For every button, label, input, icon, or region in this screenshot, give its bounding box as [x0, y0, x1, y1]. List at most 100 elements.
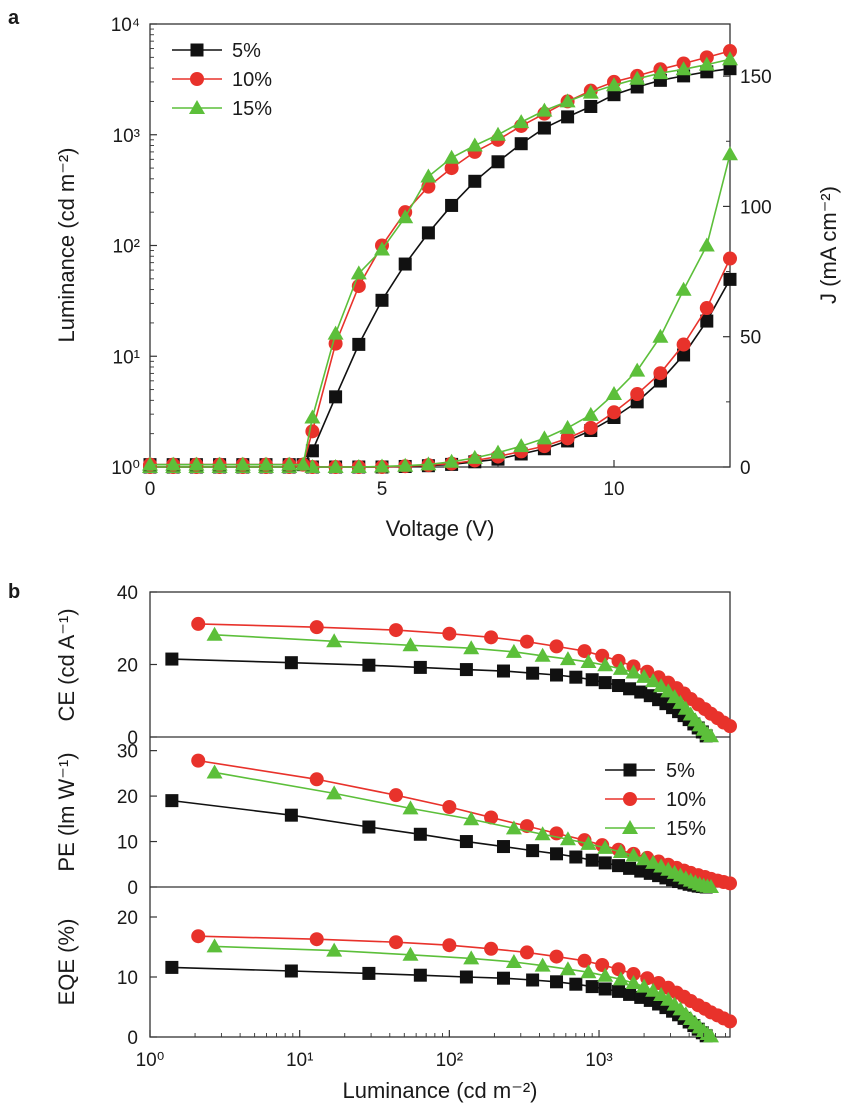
a-xtick-label-1: 5 [377, 479, 388, 500]
b1-5pct-point-11 [612, 859, 626, 873]
chart-marks: 0 5 1010⁰10¹10²10³10⁴0501001505%10%15%0204… [111, 15, 772, 1071]
b0-5pct-point-2 [362, 658, 376, 672]
b2-15pct-point-8 [597, 967, 614, 982]
a-rtick-label-2: 100 [740, 197, 772, 218]
b2-10pct-point-1 [309, 932, 324, 947]
a-lum-15pct-point-8 [304, 409, 321, 424]
a-j-15pct-point-19 [582, 406, 599, 421]
b2-10pct-point-4 [484, 941, 499, 956]
a-lum-15pct-point-20 [582, 84, 599, 99]
b0-ytick-label-2: 40 [117, 583, 138, 604]
a-lum-5pct-point-20 [584, 99, 598, 113]
a-j-10pct-point-18 [560, 431, 575, 446]
b2-10pct-point-8 [595, 958, 610, 972]
b0-15pct-point-1 [326, 633, 343, 648]
b0-15pct-point-2 [402, 637, 419, 652]
a-legend-label-2: 15% [232, 98, 272, 120]
b1-15pct-point-5 [534, 826, 551, 841]
a-j-15pct-point-17 [536, 430, 553, 445]
b2-ytick-label-1: 10 [117, 968, 138, 989]
a-lum-15pct-point-6 [281, 456, 298, 471]
b0-15pct-point-6 [559, 651, 576, 666]
b2-5pct-line [171, 966, 707, 1037]
b1-5pct-point-4 [459, 835, 473, 849]
panel-a-ylabel-right: J (mA cm⁻²) [816, 186, 841, 304]
b1-ytick-label-3: 30 [117, 742, 138, 763]
a-lum-15pct-point-14 [443, 149, 460, 164]
b0-10pct-point-6 [549, 639, 564, 654]
b2-5pct-point-1 [284, 964, 298, 978]
b0-15pct-point-11 [636, 668, 653, 683]
eqe-ylabel: EQE (%) [54, 919, 79, 1006]
a-legend-label-0: 5% [232, 40, 261, 62]
b2-10pct-point-0 [191, 929, 206, 944]
b2-10pct-point-6 [549, 949, 564, 964]
b0-15pct-point-9 [612, 660, 629, 675]
a-lum-5pct-point-21 [607, 88, 621, 102]
a-j-15pct-point-20 [606, 386, 622, 401]
b1-10pct-point-2 [388, 788, 403, 803]
a-lum-15pct-point-9 [327, 325, 344, 340]
b1-5pct-point-0 [165, 794, 179, 808]
b1-15pct-point-12 [645, 854, 662, 869]
b0-15pct-line [214, 633, 712, 737]
a-j-10pct-point-25 [723, 251, 737, 266]
b1-5pct-point-12 [623, 861, 637, 875]
b1-15pct-point-4 [505, 820, 522, 835]
b-legend-marker-2 [622, 820, 638, 834]
a-lum-15pct-point-2 [188, 456, 205, 471]
a-lum-15pct-point-15 [466, 137, 483, 152]
b1-5pct-point-8 [569, 850, 583, 864]
b0-15pct-point-8 [597, 657, 614, 672]
a-lum-15pct-point-12 [397, 209, 414, 224]
b2-5pct-point-8 [569, 977, 583, 991]
a-legend-label-1: 10% [232, 69, 272, 91]
b1-10pct-point-22 [723, 876, 737, 891]
b1-ytick-label-1: 10 [117, 833, 138, 854]
b0-15pct-point-7 [580, 653, 597, 668]
b0-15pct-point-10 [625, 664, 642, 679]
b0-5pct-point-9 [585, 673, 599, 687]
b0-15pct-point-12 [645, 673, 662, 688]
b0-10pct-point-0 [191, 616, 206, 631]
a-j-15pct-point-22 [652, 328, 669, 343]
b2-15pct-point-23 [703, 1028, 720, 1043]
b1-15pct-point-7 [580, 835, 597, 850]
a-ytick-label-3: 10³ [113, 126, 140, 147]
a-lum-15pct-point-23 [652, 65, 669, 80]
b0-10pct-point-2 [388, 623, 403, 638]
b-xtick-label-2: 10² [436, 1050, 463, 1071]
a-rtick-label-1: 50 [740, 328, 761, 349]
a-j-5pct-point-23 [677, 348, 691, 362]
panel-b-xlabel: Luminance (cd m⁻²) [342, 1078, 537, 1103]
a-legend-marker-2 [189, 100, 205, 114]
a-lum-15pct-point-22 [629, 70, 646, 85]
a-j-15pct-point-12 [420, 456, 437, 471]
a-lum-15pct-point-25 [698, 56, 715, 71]
b1-5pct-point-10 [598, 856, 612, 870]
a-j-10pct-point-23 [676, 337, 691, 352]
panel-a-ylabel-left: Luminance (cd m⁻²) [54, 147, 79, 342]
b0-ytick-label-0: 0 [127, 728, 138, 749]
a-lum-15pct-point-19 [559, 93, 576, 108]
b2-5pct-point-7 [550, 975, 564, 989]
a-j-15pct-point-15 [490, 444, 506, 459]
a-j-15pct-point-16 [513, 438, 530, 453]
b0-15pct-point-5 [534, 647, 551, 662]
b1-15pct-point-11 [636, 851, 653, 866]
b2-5pct-point-12 [623, 987, 637, 1001]
b2-10pct-point-10 [626, 967, 641, 981]
b2-10pct-point-9 [611, 962, 626, 977]
a-j-15pct-point-14 [466, 449, 483, 464]
a-j-10pct-point-22 [653, 366, 668, 381]
b0-ytick-label-1: 20 [117, 656, 138, 677]
b1-ytick-label-0: 0 [127, 878, 138, 899]
a-lum-10pct-point-14 [444, 161, 459, 176]
a-lum-5pct-point-15 [468, 174, 482, 188]
a-lum-5pct-point-9 [329, 390, 343, 404]
a-lum-15pct-point-5 [258, 456, 274, 471]
b1-5pct-point-3 [413, 827, 427, 841]
b-xtick-label-1: 10¹ [286, 1050, 313, 1071]
b0-10pct-point-4 [484, 630, 499, 645]
